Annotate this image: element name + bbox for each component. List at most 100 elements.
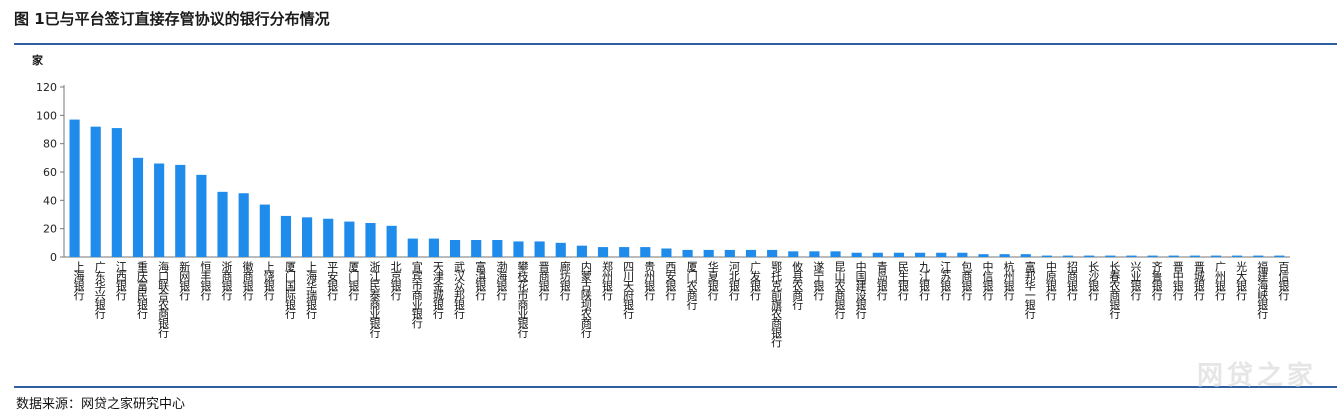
x-category-label: 中原银行: [1044, 261, 1057, 301]
x-axis-labels: 上海银行 广东华兴银行 江西银行 重庆富民银行 海口联合农商银行 新网银行 恒丰银行 浙商银行…: [72, 260, 1290, 348]
bar: [386, 225, 397, 257]
bar: [1274, 255, 1285, 257]
x-category-label: 广东华兴银行: [93, 261, 106, 320]
x-category-label: 武汉众邦银行: [453, 261, 466, 320]
x-category-label: 厦门银行: [347, 261, 360, 301]
x-category-label: 厦门国际银行: [283, 261, 296, 320]
bar: [999, 254, 1010, 257]
bar: [1084, 255, 1095, 257]
x-category-label: 河北银行: [727, 261, 740, 301]
y-tick-label: 20: [43, 223, 57, 236]
bar: [809, 251, 820, 257]
bar: [365, 223, 376, 257]
x-category-label: 浙商银行: [220, 261, 233, 301]
bar: [280, 215, 292, 257]
x-category-label: 中信银行: [981, 261, 994, 301]
x-category-label: 郑州银行: [601, 260, 614, 301]
x-category-label: 晋城银行: [1192, 261, 1205, 301]
bar: [745, 249, 757, 257]
bar: [724, 249, 735, 257]
bar: [1020, 254, 1031, 257]
y-tick-label: 100: [36, 109, 57, 122]
bar: [640, 247, 651, 257]
y-tick-label: 80: [43, 138, 57, 151]
x-category-label: 厦门农商行: [685, 261, 698, 311]
bar: [893, 252, 905, 257]
bar: [1147, 255, 1158, 257]
x-category-label: 中国建设银行: [854, 261, 867, 320]
bar: [936, 252, 947, 257]
x-category-label: 长春农商银行: [1108, 261, 1121, 320]
bar: [555, 242, 566, 257]
bar: [661, 248, 672, 257]
bar: [1253, 255, 1264, 257]
x-category-label: 海口联合农商银行: [157, 260, 170, 339]
bar: [196, 174, 207, 257]
bar: [132, 157, 144, 257]
bar: [323, 218, 334, 257]
x-category-label: 内蒙古陕坝农商行: [579, 260, 592, 339]
data-source-note: 数据来源：网贷之家研究中心: [16, 397, 186, 412]
y-axis-unit-label: 家: [32, 53, 44, 67]
bar: [1168, 255, 1179, 257]
y-tick-label: 60: [43, 166, 57, 179]
x-category-label: 杭州银行: [1002, 260, 1015, 301]
bar: [957, 252, 968, 257]
x-category-label: 民生银行: [896, 261, 909, 301]
x-category-label: 西安银行: [664, 261, 677, 301]
bar: [471, 240, 482, 257]
bar: [259, 204, 270, 257]
x-category-label: 攸县农商行: [791, 260, 804, 311]
title-divider: [14, 43, 1337, 45]
x-category-label: 晋商银行: [537, 261, 550, 301]
bar: [175, 164, 186, 257]
x-category-label: 百信银行: [1277, 261, 1290, 301]
x-category-label: 攀枝花市商业银行: [516, 261, 529, 339]
x-category-label: 遂宁银行: [812, 260, 825, 301]
watermark-logo: 网贷之家: [1196, 361, 1317, 391]
x-category-label: 富滇银行: [474, 260, 487, 301]
bar: [576, 245, 587, 257]
bar: [1062, 255, 1074, 257]
bar: [619, 247, 630, 257]
x-category-label: 青岛银行: [875, 261, 888, 301]
x-category-label: 光大银行: [1235, 260, 1248, 301]
bar: [407, 238, 418, 257]
bar: [682, 249, 693, 257]
bar-chart: 家 0 20 40 60 80 100 120 上海银行 广东华兴银行 江西银行 重庆富民银行 海口…: [32, 53, 1290, 348]
bar: [492, 240, 503, 257]
bar: [872, 252, 883, 257]
x-category-label: 宜宾市商业银行: [410, 260, 423, 329]
bar: [344, 221, 355, 257]
bar: [1041, 255, 1052, 257]
x-category-label: 徽商银行: [241, 260, 254, 301]
x-category-label: 恒丰银行: [199, 261, 212, 301]
bar: [90, 126, 101, 257]
bar: [788, 251, 799, 257]
footer-divider: [14, 386, 1337, 388]
x-category-label: 上海银行: [72, 261, 85, 301]
bar: [1126, 255, 1137, 257]
x-category-label: 招商银行: [1066, 260, 1079, 301]
bar: [978, 254, 989, 257]
x-category-label: 北京银行: [389, 261, 402, 301]
bar: [851, 252, 862, 257]
bar: [597, 247, 609, 257]
x-category-label: 四川天府银行: [622, 261, 635, 320]
x-category-label: 包商银行: [960, 261, 973, 301]
x-category-label: 天津金城银行: [431, 261, 444, 320]
bar: [154, 163, 165, 257]
x-category-label: 兴业银行: [1129, 261, 1142, 301]
x-category-label: 平安银行: [326, 261, 339, 301]
x-category-label: 福建海峡银行: [1256, 260, 1269, 320]
bar: [830, 251, 841, 257]
x-category-label: 九江银行: [918, 261, 931, 301]
bar: [238, 193, 249, 257]
x-category-label: 廊坊银行: [558, 260, 571, 301]
bar: [915, 252, 926, 257]
bar: [1105, 255, 1116, 257]
bars-group: [69, 119, 1285, 257]
bar: [428, 238, 439, 257]
y-tick-label: 0: [50, 251, 57, 264]
x-category-label: 长沙银行: [1087, 261, 1100, 301]
